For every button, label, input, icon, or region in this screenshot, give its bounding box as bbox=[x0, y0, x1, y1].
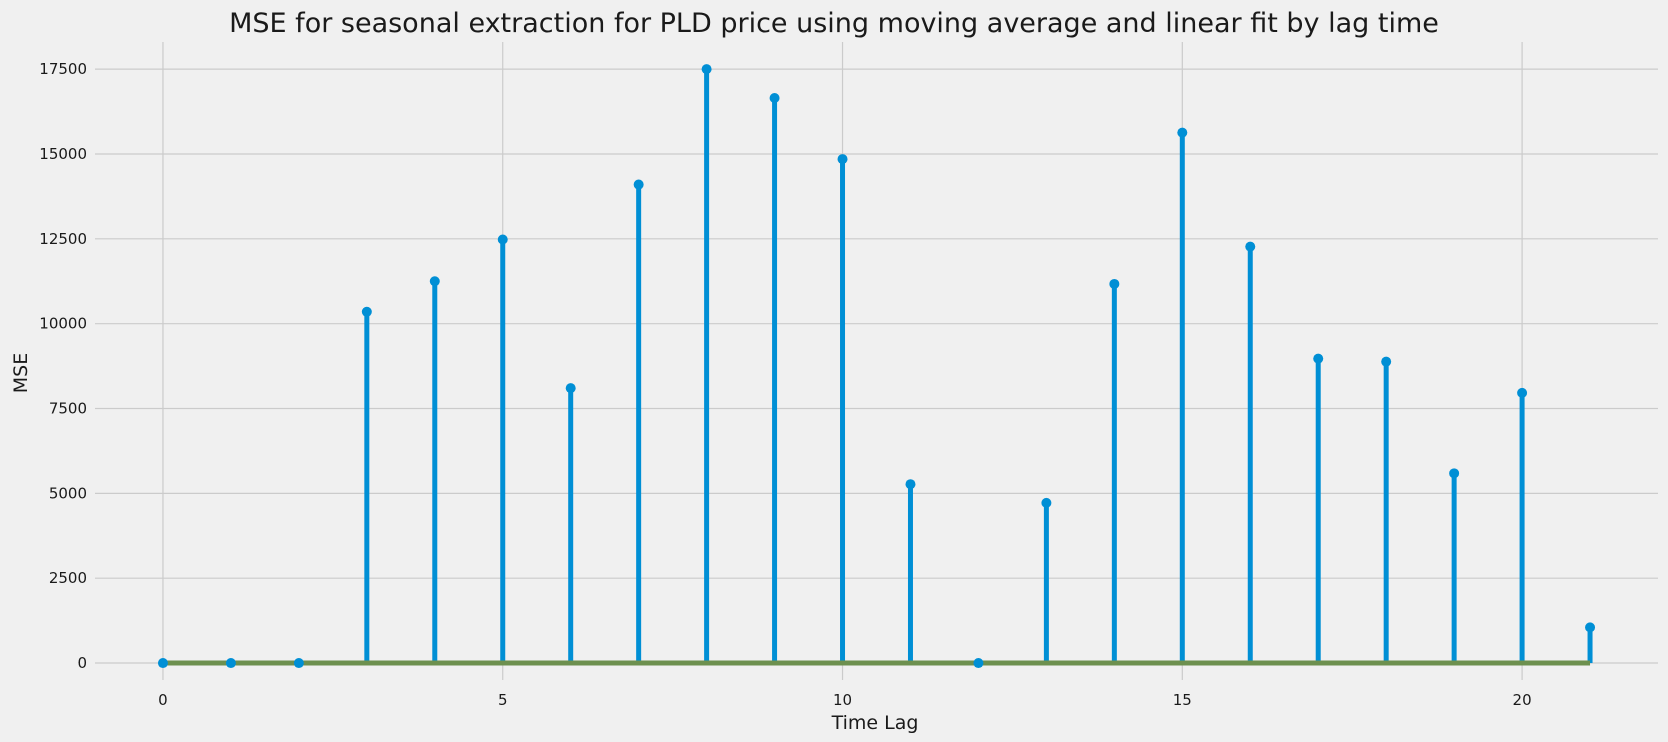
y-tick-label: 0 bbox=[77, 654, 87, 672]
stem-marker bbox=[497, 234, 508, 245]
x-tick-label: 5 bbox=[498, 691, 508, 709]
y-tick-label: 7500 bbox=[49, 400, 87, 418]
stem-marker bbox=[565, 383, 576, 394]
y-tick-label: 12500 bbox=[39, 230, 87, 248]
stem-marker bbox=[1517, 387, 1528, 398]
stem-marker bbox=[429, 276, 440, 287]
stem-marker bbox=[769, 92, 780, 103]
stem-marker bbox=[1177, 127, 1188, 138]
x-tick-label: 15 bbox=[1173, 691, 1192, 709]
x-tick-label: 20 bbox=[1513, 691, 1532, 709]
stem-marker bbox=[1109, 278, 1120, 289]
x-axis-label: Time Lag bbox=[831, 712, 919, 734]
grid-layer bbox=[95, 42, 1658, 680]
stem-marker bbox=[293, 658, 304, 669]
y-tick-label: 17500 bbox=[39, 60, 87, 78]
y-tick-label: 5000 bbox=[49, 484, 87, 502]
x-tick-label: 10 bbox=[833, 691, 852, 709]
stem-marker bbox=[837, 154, 848, 165]
y-tick-label: 15000 bbox=[39, 145, 87, 163]
chart-title: MSE for seasonal extraction for PLD pric… bbox=[229, 8, 1439, 39]
tick-layer: 0 5 10 15 20 0 2500 5000 7500 10000 12500 15000 1750… bbox=[39, 60, 1531, 709]
stem-marker bbox=[1449, 468, 1460, 479]
stem-marker bbox=[973, 658, 984, 669]
x-tick-label: 0 bbox=[158, 691, 168, 709]
stem-marker bbox=[905, 479, 916, 490]
stem-marker bbox=[1245, 241, 1256, 252]
y-tick-label: 10000 bbox=[39, 315, 87, 333]
stem-marker bbox=[633, 179, 644, 190]
stem-layer bbox=[157, 64, 1596, 669]
stem-marker bbox=[701, 64, 712, 75]
stem-marker bbox=[157, 658, 168, 669]
y-axis-label: MSE bbox=[10, 353, 32, 393]
stem-marker bbox=[225, 658, 236, 669]
y-tick-label: 2500 bbox=[49, 569, 87, 587]
stem-marker bbox=[361, 306, 372, 317]
stem-marker bbox=[1313, 353, 1324, 364]
stem-marker bbox=[1041, 497, 1052, 508]
stem-marker bbox=[1585, 622, 1596, 633]
stem-marker bbox=[1381, 356, 1392, 367]
